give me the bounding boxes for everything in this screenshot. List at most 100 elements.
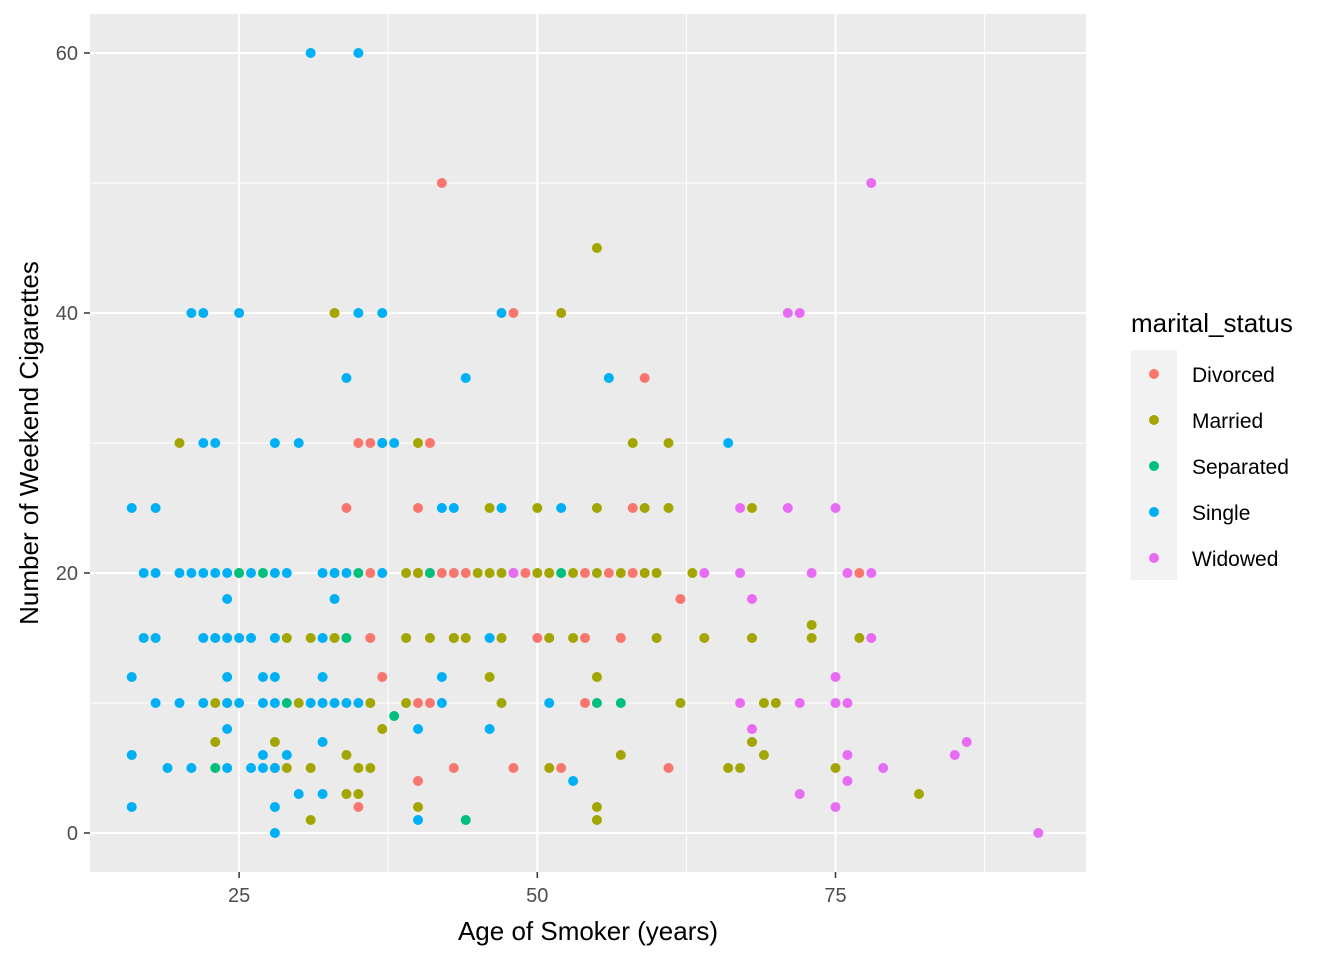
series-separated [210,568,626,825]
data-point [842,568,853,578]
data-point [174,438,185,448]
legend-key-separated [1149,461,1159,471]
data-point [484,568,495,578]
y-tick-label: 0 [67,823,78,845]
data-point [234,633,245,643]
data-point [210,633,221,643]
data-point [257,750,268,760]
data-point [699,568,710,578]
data-point [329,698,340,708]
data-point [222,633,233,643]
data-point [914,789,925,799]
data-point [413,503,424,513]
data-point [377,438,388,448]
data-point [782,503,793,513]
data-point [580,633,591,643]
data-point [1033,828,1044,838]
data-point [365,698,376,708]
data-point [424,698,435,708]
data-point [758,698,769,708]
data-point [436,698,447,708]
data-point [556,503,567,513]
data-point [162,763,173,773]
data-point [961,737,972,747]
data-point [198,438,209,448]
data-point [246,568,257,578]
data-point [126,503,137,513]
data-point [591,568,602,578]
data-point [281,750,292,760]
data-point [675,594,686,604]
data-points [126,48,1044,838]
data-point [603,373,614,383]
data-point [401,698,412,708]
data-point [353,438,364,448]
data-point [520,568,531,578]
data-point [508,308,519,318]
data-point [329,308,340,318]
data-point [317,568,328,578]
data-point [234,568,245,578]
data-point [460,815,471,825]
data-point [448,503,459,513]
data-point [353,789,364,799]
data-point [770,698,781,708]
data-point [257,672,268,682]
data-point [532,503,543,513]
data-point [747,594,758,604]
data-point [544,698,555,708]
data-point [484,724,495,734]
data-point [401,633,412,643]
data-point [269,633,280,643]
x-tick-label: 25 [228,885,250,907]
data-point [949,750,960,760]
data-point [365,568,376,578]
data-point [222,724,233,734]
data-point [794,789,805,799]
x-tick-label: 50 [526,885,548,907]
data-point [496,308,507,318]
data-point [830,763,841,773]
data-point [460,373,471,383]
data-point [448,763,459,773]
data-point [639,503,650,513]
data-point [210,698,221,708]
data-point [317,737,328,747]
data-point [424,633,435,643]
data-point [413,568,424,578]
data-point [413,724,424,734]
data-point [377,672,388,682]
data-point [735,763,746,773]
data-point [747,503,758,513]
data-point [591,802,602,812]
data-point [413,698,424,708]
data-point [854,633,865,643]
data-point [341,503,352,513]
data-point [830,802,841,812]
data-point [436,503,447,513]
data-point [436,568,447,578]
data-point [747,633,758,643]
data-point [758,750,769,760]
data-point [269,828,280,838]
legend-key-single [1149,507,1159,517]
data-point [651,568,662,578]
data-point [436,178,447,188]
data-point [293,698,304,708]
data-point [794,308,805,318]
data-point [627,568,638,578]
data-point [735,698,746,708]
data-point [353,802,364,812]
data-point [747,724,758,734]
data-point [615,568,626,578]
data-point [794,698,805,708]
data-point [317,789,328,799]
data-point [544,633,555,643]
series-widowed [508,178,1044,838]
data-point [377,568,388,578]
data-point [210,737,221,747]
data-point [830,503,841,513]
data-point [580,698,591,708]
data-point [448,633,459,643]
data-point [293,438,304,448]
